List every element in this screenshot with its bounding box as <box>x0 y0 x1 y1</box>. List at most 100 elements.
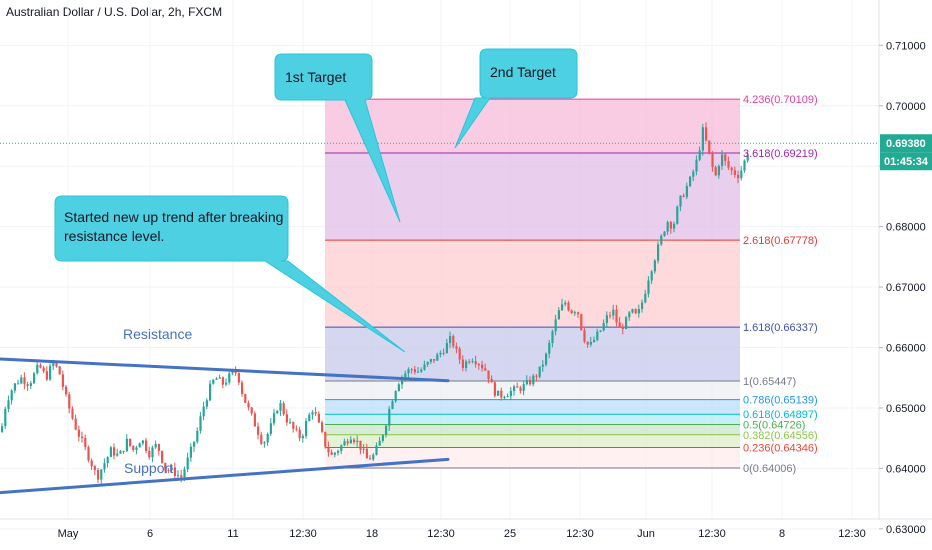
callouts[interactable]: 1st Target 2nd Target Started new up trend… <box>54 48 578 353</box>
candle-body <box>516 386 519 388</box>
resistance-label: Resistance <box>123 326 192 342</box>
candle-body <box>141 440 144 444</box>
candle-body <box>253 413 256 427</box>
candle-body <box>77 429 80 437</box>
candle-body <box>570 310 573 314</box>
callout-2nd-target[interactable] <box>454 48 578 149</box>
x-tick-label: 12:30 <box>698 528 726 540</box>
x-tick-label: 8 <box>779 528 785 540</box>
x-tick-label: 12:30 <box>427 528 455 540</box>
candle-body <box>733 170 736 175</box>
candle-body <box>413 369 416 373</box>
candle-body <box>49 365 52 380</box>
candle-body <box>343 441 346 446</box>
candle-body <box>557 310 560 320</box>
y-tick-label: 0.68000 <box>886 222 926 234</box>
trendlines[interactable]: Resistance Support <box>0 326 450 495</box>
candle-body <box>551 331 554 343</box>
candle-body <box>477 364 480 366</box>
countdown-badge <box>880 152 932 171</box>
candle-body <box>445 343 448 354</box>
candle-body <box>577 312 580 315</box>
candle-body <box>589 341 592 345</box>
candle-body <box>362 448 365 450</box>
candle-body <box>740 170 743 179</box>
candle-body <box>340 445 343 451</box>
fib-level-label: 0.618(0.64897) <box>743 409 818 421</box>
candle-body <box>138 443 141 448</box>
candle-body <box>225 382 228 385</box>
candle-body <box>746 155 749 161</box>
time-axis[interactable]: May 6 11 12:30 18 12:30 25 12:30 Jun 12:30 8 12:30 <box>58 528 866 540</box>
chart-title: Australian Dollar / U.S. Dollar, 2h, FXC… <box>6 5 223 19</box>
candle-body <box>260 434 263 444</box>
candle-body <box>199 416 202 431</box>
candle-body <box>205 400 208 407</box>
candle-body <box>548 342 551 354</box>
candle-body <box>503 397 506 399</box>
y-tick-label: 0.71000 <box>886 40 926 52</box>
candle-body <box>244 393 247 403</box>
candle-body <box>132 445 135 451</box>
candle-body <box>426 361 429 365</box>
candle-body <box>276 410 279 414</box>
candle-body <box>439 352 442 355</box>
fib-level-label: 1.618(0.66337) <box>743 322 818 334</box>
candle-body <box>193 441 196 447</box>
candle-body <box>689 176 692 187</box>
candle-body <box>183 469 186 478</box>
candle-body <box>186 457 189 470</box>
candle-body <box>170 467 173 471</box>
callout-2nd-target-text: 2nd Target <box>490 64 556 80</box>
resistance-trendline[interactable] <box>0 357 450 383</box>
candle-body <box>452 336 455 347</box>
candle-body <box>234 371 237 374</box>
candle-body <box>410 369 413 371</box>
candle-body <box>436 354 439 361</box>
candle-body <box>1 426 4 433</box>
candle-body <box>442 352 445 354</box>
candle-body <box>327 446 330 453</box>
candle-body <box>90 460 93 467</box>
candle-body <box>148 450 151 458</box>
candle-body <box>215 378 218 380</box>
candle-body <box>484 368 487 371</box>
candle-body <box>673 223 676 229</box>
candle-body <box>279 403 282 411</box>
candle-body <box>375 445 378 455</box>
candle-body <box>65 386 68 395</box>
candle-body <box>404 373 407 377</box>
x-tick-label: 18 <box>366 528 378 540</box>
candle-body <box>458 348 461 360</box>
candle-body <box>625 317 628 329</box>
candle-body <box>164 462 167 471</box>
countdown-text: 01:45:34 <box>884 156 929 168</box>
candle-body <box>554 319 557 332</box>
candle-body <box>71 408 74 419</box>
candle-body <box>509 390 512 397</box>
support-trendline[interactable] <box>0 457 450 495</box>
candle-body <box>154 443 157 448</box>
candle-body <box>698 150 701 160</box>
fib-level-label: 0.786(0.65139) <box>743 395 818 407</box>
candle-body <box>295 428 298 430</box>
y-tick-label: 0.65000 <box>886 403 926 415</box>
candle-body <box>701 127 704 151</box>
candle-body <box>305 421 308 436</box>
candle-body <box>289 422 292 424</box>
candle-body <box>401 376 404 385</box>
fib-band <box>325 434 740 448</box>
candle-body <box>330 452 333 455</box>
candle-body <box>311 412 314 415</box>
candle-body <box>346 441 349 444</box>
callout-1st-target[interactable] <box>274 53 401 223</box>
candle-body <box>26 384 29 386</box>
callout-uptrend[interactable] <box>54 195 406 353</box>
candle-body <box>388 408 391 426</box>
candle-body <box>599 330 602 332</box>
candle-body <box>468 361 471 363</box>
price-axis[interactable]: 0.710000.700000.690000.680000.670000.660… <box>879 40 926 536</box>
candle-body <box>714 167 717 176</box>
candle-body <box>612 309 615 316</box>
